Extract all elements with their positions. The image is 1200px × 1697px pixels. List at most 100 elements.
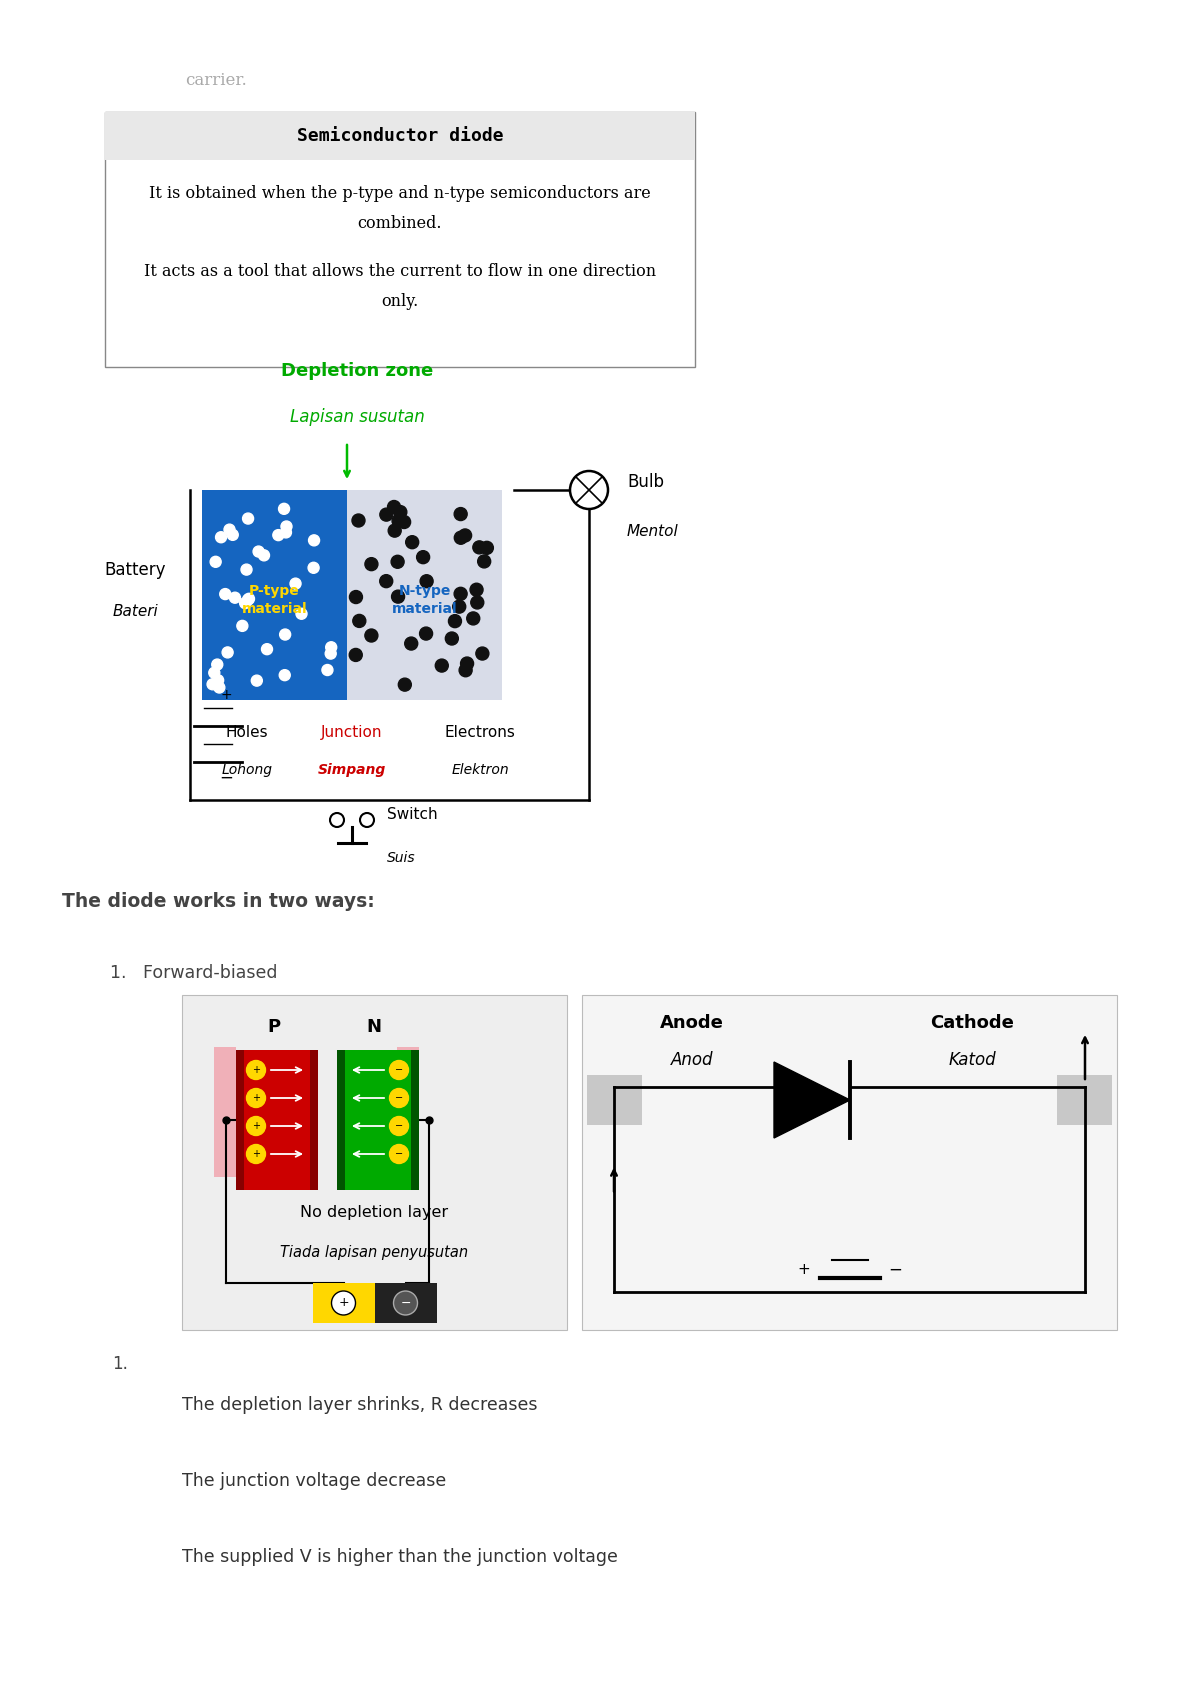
Circle shape [210,557,221,567]
Circle shape [246,1061,265,1079]
Circle shape [296,608,307,619]
Text: It acts as a tool that allows the current to flow in one direction: It acts as a tool that allows the curren… [144,263,656,280]
Text: N: N [366,1018,382,1035]
FancyBboxPatch shape [337,1050,346,1190]
Circle shape [308,562,319,574]
Circle shape [390,1117,408,1135]
Circle shape [460,664,472,677]
FancyBboxPatch shape [587,1074,642,1125]
Text: +: + [252,1066,260,1074]
Circle shape [478,555,491,568]
Text: +: + [252,1149,260,1159]
Circle shape [458,529,472,541]
Circle shape [222,647,233,658]
FancyBboxPatch shape [202,490,347,699]
Circle shape [262,643,272,655]
Circle shape [470,584,484,596]
Circle shape [330,813,344,826]
Circle shape [229,592,240,602]
Circle shape [452,601,466,613]
Circle shape [211,658,223,670]
Text: −: − [888,1261,902,1280]
Text: N-type
material: N-type material [391,584,457,616]
Circle shape [454,587,467,601]
Text: carrier.: carrier. [185,71,247,88]
Text: Junction: Junction [322,725,383,740]
Text: −: − [395,1149,403,1159]
Circle shape [272,529,284,541]
Circle shape [406,536,419,548]
Circle shape [353,614,366,628]
Circle shape [278,504,289,514]
Text: No depletion layer: No depletion layer [300,1205,449,1220]
Text: +: + [338,1297,349,1310]
Text: Battery: Battery [104,560,166,579]
Circle shape [455,531,467,545]
Circle shape [467,613,480,624]
Circle shape [449,614,462,628]
Circle shape [241,563,252,575]
Circle shape [470,596,484,609]
Circle shape [280,630,290,640]
Text: Anod: Anod [671,1050,713,1069]
FancyBboxPatch shape [412,1050,419,1190]
Text: Simpang: Simpang [318,764,386,777]
Text: +: + [252,1122,260,1130]
FancyBboxPatch shape [236,1050,244,1190]
Circle shape [208,679,218,689]
Circle shape [290,579,301,589]
Text: Depletion zone: Depletion zone [281,361,433,380]
Text: Electrons: Electrons [444,725,516,740]
Text: The junction voltage decrease: The junction voltage decrease [182,1471,446,1490]
Circle shape [214,682,224,692]
FancyBboxPatch shape [236,1050,318,1190]
Text: 1.: 1. [112,1354,128,1373]
Text: +: + [797,1263,810,1278]
Circle shape [220,589,230,599]
Circle shape [476,647,488,660]
Circle shape [227,529,239,540]
Text: Cathode: Cathode [930,1015,1014,1032]
Text: +: + [220,687,232,703]
Circle shape [391,591,404,602]
Circle shape [280,670,290,680]
Circle shape [325,641,337,653]
Circle shape [281,521,292,531]
Text: Holes: Holes [226,725,269,740]
FancyBboxPatch shape [310,1050,318,1190]
Circle shape [397,516,410,528]
Text: The depletion layer shrinks, R decreases: The depletion layer shrinks, R decreases [182,1397,538,1414]
FancyBboxPatch shape [374,1283,437,1324]
Circle shape [246,1144,265,1164]
FancyBboxPatch shape [347,490,502,699]
Circle shape [394,506,407,519]
Circle shape [420,575,433,587]
FancyBboxPatch shape [397,1047,419,1178]
Text: Semiconductor diode: Semiconductor diode [296,127,503,144]
Circle shape [380,507,392,521]
Circle shape [436,658,449,672]
Circle shape [258,550,270,560]
Text: The diode works in two ways:: The diode works in two ways: [62,893,374,911]
Text: Suis: Suis [386,850,415,865]
Circle shape [398,679,412,691]
Circle shape [224,524,235,535]
FancyBboxPatch shape [1057,1074,1112,1125]
Text: P: P [268,1018,281,1035]
Circle shape [388,501,401,514]
Circle shape [480,541,493,555]
FancyBboxPatch shape [106,112,695,160]
Text: Bulb: Bulb [628,473,664,490]
Circle shape [365,558,378,570]
FancyBboxPatch shape [214,1047,236,1178]
Text: Mentol: Mentol [628,524,679,540]
Circle shape [473,541,486,553]
Circle shape [251,675,263,686]
Text: 1.   Forward-biased: 1. Forward-biased [110,964,277,983]
Circle shape [349,648,362,662]
Text: −: − [220,769,233,787]
Circle shape [390,1144,408,1164]
FancyBboxPatch shape [337,1050,419,1190]
Circle shape [331,1291,355,1315]
Circle shape [390,1061,408,1079]
